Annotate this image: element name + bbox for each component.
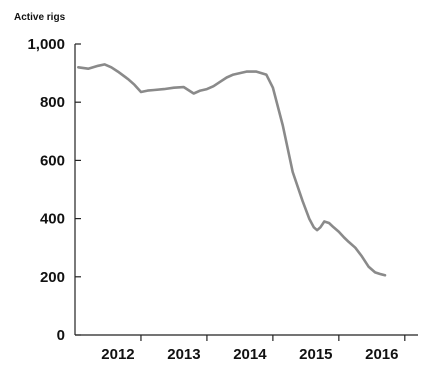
x-tick-label: 2016 — [365, 346, 398, 363]
y-axis-ticks: 0 200 400 600 800 1,000 — [27, 36, 81, 344]
y-tick-label: 200 — [40, 269, 65, 286]
x-tick-label: 2014 — [233, 346, 267, 363]
x-axis-ticks: 2012 2013 2014 2015 2016 — [101, 335, 406, 363]
y-axis-label: Active rigs — [14, 12, 66, 23]
y-tick-label: 800 — [40, 94, 65, 111]
series-line — [77, 63, 387, 277]
y-tick-label: 400 — [40, 211, 65, 228]
y-tick-label: 0 — [57, 327, 65, 344]
y-tick-label: 1,000 — [27, 36, 65, 53]
x-tick-label: 2015 — [299, 346, 332, 363]
x-tick-label: 2013 — [167, 346, 200, 363]
x-tick-label: 2012 — [101, 346, 134, 363]
series-layer — [77, 63, 387, 277]
y-tick-label: 600 — [40, 152, 65, 169]
